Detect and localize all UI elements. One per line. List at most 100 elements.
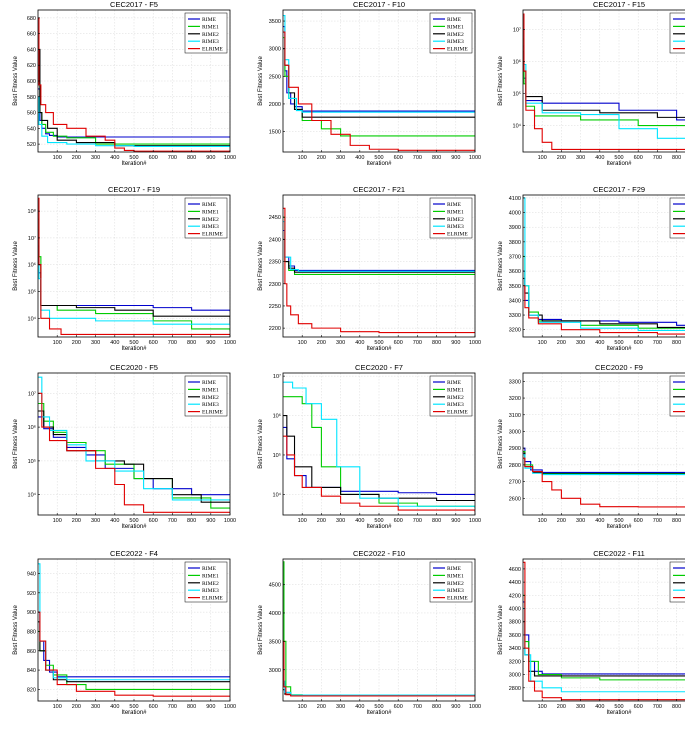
series-line-rime (523, 447, 685, 473)
x-tick-label: 700 (653, 518, 662, 524)
x-tick-label: 1000 (224, 155, 236, 161)
y-tick-label: 3300 (509, 379, 521, 385)
legend-label-rime2: RIME2 (447, 581, 464, 587)
x-tick-label: 300 (576, 518, 585, 524)
x-tick-label: 500 (129, 704, 138, 710)
y-tick-label: 10⁷ (273, 373, 281, 380)
x-tick-label: 100 (53, 155, 62, 161)
x-tick-label: 600 (149, 518, 158, 524)
x-tick-label: 700 (168, 155, 177, 161)
y-tick-label: 2800 (509, 463, 521, 469)
x-tick-label: 800 (672, 704, 681, 710)
y-tick-label: 3900 (509, 225, 521, 231)
series-line-rime (38, 416, 230, 496)
legend-label-elrime: ELRIME (447, 410, 468, 416)
y-tick-label: 3400 (509, 298, 521, 304)
x-tick-label: 300 (91, 704, 100, 710)
y-tick-label: 1500 (269, 130, 281, 136)
x-tick-label: 400 (595, 518, 604, 524)
series-line-rime (523, 45, 685, 121)
legend-label-elrime: ELRIME (447, 47, 468, 53)
legend-label-elrime: ELRIME (447, 232, 468, 238)
y-tick-label: 2350 (269, 260, 281, 266)
y-tick-label: 3200 (509, 328, 521, 334)
x-tick-label: 100 (538, 155, 547, 161)
y-tick-label: 10⁴ (513, 123, 522, 130)
x-tick-label: 200 (72, 340, 81, 346)
x-tick-label: 700 (168, 518, 177, 524)
legend-box (669, 12, 685, 54)
x-tick-label: 300 (336, 340, 345, 346)
y-tick-label: 880 (27, 629, 36, 635)
legend-label-rime: RIME (447, 17, 462, 23)
x-tick-label: 200 (557, 518, 566, 524)
x-tick-label: 300 (91, 340, 100, 346)
legend-box (429, 375, 473, 417)
y-tick-label: 3200 (509, 396, 521, 402)
x-tick-label: 500 (129, 155, 138, 161)
x-tick-label: 500 (129, 518, 138, 524)
chart-title: CEC2017 - F10 (353, 0, 405, 9)
y-tick-label: 2450 (269, 215, 281, 221)
y-tick-label: 10⁴ (28, 492, 37, 499)
x-tick-label: 100 (298, 518, 307, 524)
x-axis-label: Iteration# (606, 346, 632, 352)
series-line-elrime (38, 17, 230, 152)
x-tick-label: 800 (672, 340, 681, 346)
x-tick-label: 200 (557, 340, 566, 346)
x-axis-label: Iteration# (606, 161, 632, 167)
legend-box (669, 561, 685, 603)
x-tick-label: 300 (576, 704, 585, 710)
x-tick-label: 600 (634, 704, 643, 710)
y-tick-label: 860 (27, 649, 36, 655)
legend-label-rime2: RIME2 (202, 217, 219, 223)
x-tick-label: 100 (298, 340, 307, 346)
y-axis-label: Best Fitness Value (13, 241, 19, 291)
x-tick-label: 900 (206, 518, 215, 524)
x-tick-label: 600 (394, 704, 403, 710)
y-tick-label: 4200 (509, 593, 521, 599)
x-tick-label: 800 (187, 518, 196, 524)
y-axis-label: Best Fitness Value (13, 419, 19, 469)
x-tick-label: 300 (91, 155, 100, 161)
x-tick-label: 700 (168, 704, 177, 710)
x-tick-label: 900 (451, 340, 460, 346)
x-tick-label: 500 (614, 340, 623, 346)
x-tick-label: 1000 (469, 340, 481, 346)
chart-panel-7: CEC2020 - F5 100 200 300 400 500 600 700 800 900 1… (13, 363, 236, 530)
x-tick-label: 500 (614, 155, 623, 161)
x-tick-label: 200 (72, 155, 81, 161)
y-axis-label: Best Fitness Value (258, 56, 264, 106)
y-tick-label: 3000 (269, 47, 281, 53)
x-tick-label: 300 (576, 155, 585, 161)
series-line-rime2 (523, 452, 685, 475)
legend-label-rime2: RIME2 (202, 395, 219, 401)
x-tick-label: 100 (538, 704, 547, 710)
legend-label-rime: RIME (202, 566, 217, 572)
legend-label-rime3: RIME3 (202, 224, 219, 230)
series-line-elrime (38, 392, 230, 513)
legend-label-rime: RIME (202, 202, 217, 208)
x-tick-label: 100 (53, 340, 62, 346)
chart-panel-10: CEC2022 - F4 100 200 300 400 500 600 700 800 900 1… (13, 549, 236, 716)
legend-label-rime1: RIME1 (202, 24, 219, 30)
legend-label-rime1: RIME1 (447, 387, 464, 393)
y-tick-label: 10⁶ (513, 58, 521, 65)
x-tick-label: 100 (538, 518, 547, 524)
y-tick-label: 3100 (509, 413, 521, 419)
x-axis-label: Iteration# (121, 524, 147, 530)
series-line-rime2 (38, 621, 230, 683)
chart-title: CEC2017 - F29 (593, 185, 645, 194)
chart-title: CEC2017 - F15 (593, 0, 645, 9)
y-tick-label: 2500 (269, 74, 281, 80)
x-tick-label: 1000 (469, 518, 481, 524)
x-tick-label: 1000 (469, 704, 481, 710)
x-axis-label: Iteration# (366, 161, 392, 167)
y-tick-label: 2700 (509, 480, 521, 486)
series-line-rime3 (38, 96, 230, 148)
